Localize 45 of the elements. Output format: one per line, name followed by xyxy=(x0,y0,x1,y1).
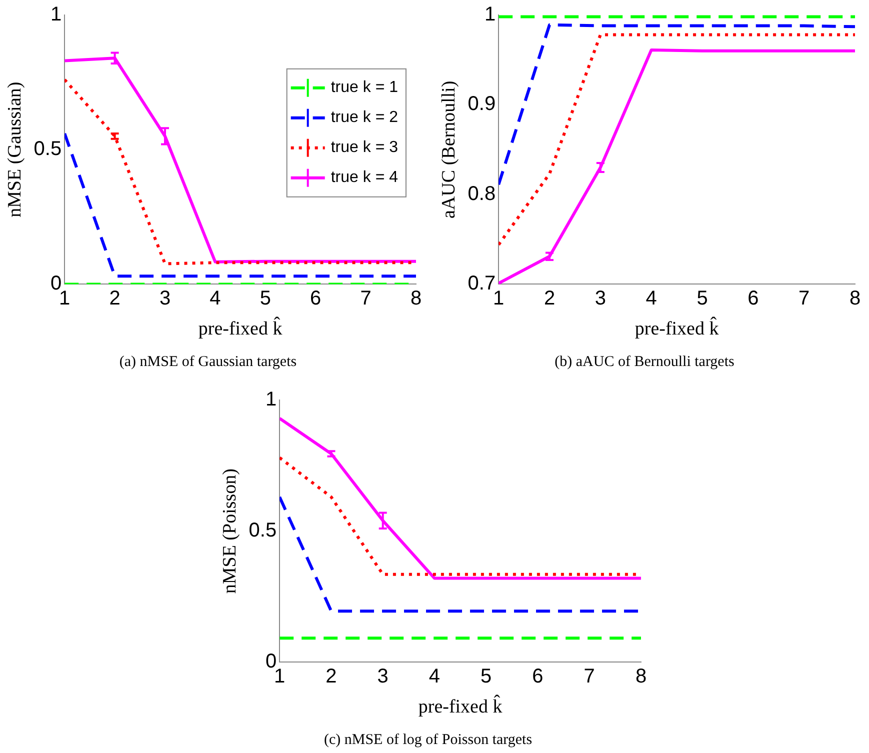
y-tick-label: 0 xyxy=(50,272,62,295)
x-tick-label: 2 xyxy=(544,288,556,310)
x-tick-label: 6 xyxy=(532,666,544,688)
y-tick-label: 1 xyxy=(484,4,496,26)
y-tick-label: 1 xyxy=(50,4,62,26)
x-axis-title: pre-fixed k̂ xyxy=(634,316,720,340)
legend-label: true k = 1 xyxy=(330,79,398,96)
x-tick-label: 8 xyxy=(849,288,861,310)
x-tick-label: 5 xyxy=(260,288,271,310)
x-tick-label: 7 xyxy=(798,288,810,310)
x-tick-label: 4 xyxy=(646,288,657,310)
y-tick-label: 0.5 xyxy=(248,520,277,542)
y-axis-title: nMSE (Gaussian) xyxy=(4,82,26,218)
y-tick-label: 1 xyxy=(265,388,277,411)
y-tick-label: 0.5 xyxy=(34,138,62,160)
legend-label: true k = 3 xyxy=(330,139,398,156)
text: (b) aAUC of Bernoulli targets xyxy=(554,354,735,370)
y-tick-label: 0 xyxy=(265,650,277,673)
x-tick-label: 6 xyxy=(310,288,322,310)
x-tick-label: 3 xyxy=(594,288,606,310)
y-tick-label: 0.7 xyxy=(468,272,496,295)
x-axis-title: pre-fixed k̂ xyxy=(198,316,283,340)
legend-label: true k = 4 xyxy=(330,169,398,186)
y-tick-label: 0.9 xyxy=(468,93,496,116)
x-tick-label: 4 xyxy=(428,666,440,688)
x-tick-label: 6 xyxy=(748,288,759,310)
x-tick-label: 7 xyxy=(360,288,372,310)
x-tick-label: 5 xyxy=(696,288,708,310)
y-tick-label: 0.8 xyxy=(468,182,496,205)
x-tick-label: 5 xyxy=(480,666,492,688)
text: (c) nMSE of log of Poisson targets xyxy=(324,732,532,748)
y-axis-title: aAUC (Bernoulli) xyxy=(438,80,460,218)
x-tick-label: 7 xyxy=(584,666,595,688)
x-tick-label: 2 xyxy=(109,288,120,310)
x-tick-label: 3 xyxy=(159,288,171,310)
x-tick-label: 2 xyxy=(326,666,337,688)
x-tick-label: 8 xyxy=(635,666,647,688)
line-series xyxy=(498,23,855,186)
y-axis-title: nMSE (Poisson) xyxy=(219,468,240,594)
x-tick-label: 8 xyxy=(410,288,422,310)
legend-label: true k = 2 xyxy=(330,109,398,126)
x-axis-title: pre-fixed k̂ xyxy=(418,694,503,718)
text: (a) nMSE of Gaussian targets xyxy=(119,354,297,370)
x-tick-label: 4 xyxy=(210,288,221,310)
x-tick-label: 3 xyxy=(377,666,388,688)
